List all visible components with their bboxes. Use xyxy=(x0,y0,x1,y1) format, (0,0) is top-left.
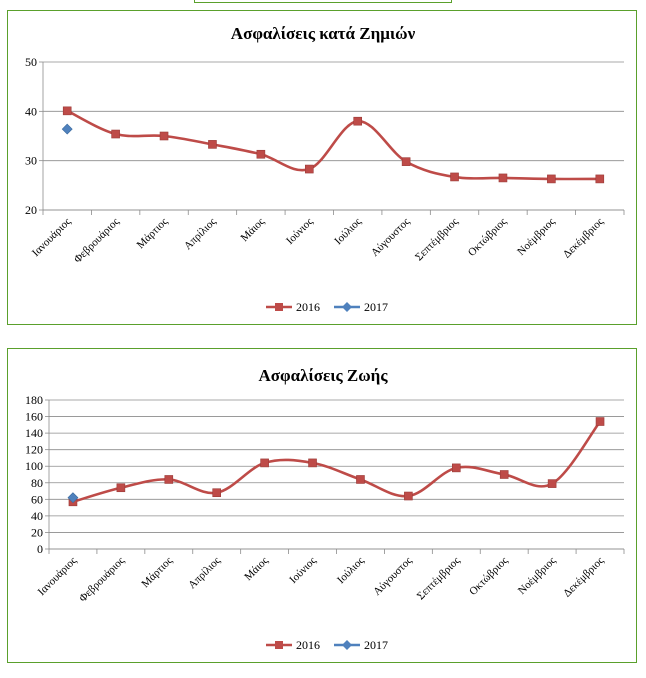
legend-label-2017: 2017 xyxy=(364,300,388,314)
chart-panel-life-insurance: Ασφαλίσεις Ζωής 0 20 40 60 80 100 120 140 160 180 Ι… xyxy=(7,348,637,663)
data-point-2016 xyxy=(164,475,174,484)
y-tick-label: 0 xyxy=(37,542,43,556)
x-category-label: Μάιος xyxy=(238,215,267,244)
x-category-label: Νοέμβριος xyxy=(516,554,559,597)
data-point-2016 xyxy=(499,470,509,479)
x-category-label: Ιούλιος xyxy=(335,554,367,586)
y-tick-label: 50 xyxy=(25,55,37,69)
x-category-label: Μάιος xyxy=(242,554,271,583)
data-point-2017 xyxy=(67,492,79,504)
legend-label-2016: 2016 xyxy=(296,638,320,652)
legend-label-2017: 2017 xyxy=(364,638,388,652)
x-category-label: Φεβρουάριος xyxy=(72,215,122,265)
x-category-label: Ιούλιος xyxy=(332,215,364,247)
legend-marker-2017 xyxy=(342,640,352,650)
data-point-2016 xyxy=(498,173,508,183)
data-point-2016 xyxy=(159,131,169,141)
chart-title: Ασφαλίσεις Ζωής xyxy=(258,366,388,385)
x-category-label: Απρίλιος xyxy=(186,554,223,591)
data-point-2016 xyxy=(450,172,459,182)
legend: 2016 2017 xyxy=(266,638,388,652)
y-tick-label: 120 xyxy=(25,443,43,457)
chart-title: Ασφαλίσεις κατά Ζημιών xyxy=(231,24,416,43)
y-tick-label: 40 xyxy=(31,509,43,523)
top-border-strip xyxy=(194,0,452,3)
chart-svg-life-insurance: Ασφαλίσεις Ζωής 0 20 40 60 80 100 120 140 160 180 Ι… xyxy=(25,366,625,652)
data-point-2016 xyxy=(260,458,269,468)
data-point-2016 xyxy=(547,174,556,184)
data-point-2016 xyxy=(547,479,557,488)
data-point-2017 xyxy=(61,123,73,135)
data-point-2016 xyxy=(116,483,126,493)
chart-panel-property-insurance: Ασφαλίσεις κατά Ζημιών 20 30 40 50 Ιανουάριος… xyxy=(7,10,637,325)
data-point-2016 xyxy=(308,458,317,468)
x-category-label: Οκτώβριος xyxy=(467,554,511,598)
y-tick-label: 100 xyxy=(25,459,43,473)
data-point-2016 xyxy=(401,157,411,166)
y-tick-label: 60 xyxy=(31,492,43,506)
legend-marker-2016 xyxy=(275,303,283,311)
y-tick-label: 30 xyxy=(25,154,37,168)
y-tick-label: 140 xyxy=(25,426,43,440)
x-category-label: Φεβρουάριος xyxy=(77,554,127,604)
data-point-2016 xyxy=(111,129,120,139)
x-category-label: Δεκέμβριος xyxy=(561,554,606,599)
legend-marker-2016 xyxy=(275,641,283,649)
x-category-label: Νοέμβριος xyxy=(515,215,558,258)
data-point-2016 xyxy=(595,174,605,184)
series-line-2016 xyxy=(72,420,602,504)
data-point-2016 xyxy=(404,491,413,501)
series-line-2016 xyxy=(66,109,600,181)
x-category-label: Σεπτέμβριος xyxy=(413,215,461,263)
data-point-2016 xyxy=(353,116,363,126)
data-point-2016 xyxy=(451,463,461,473)
data-point-2016 xyxy=(595,417,605,426)
x-category-label: Αύγουστος xyxy=(371,554,415,598)
x-category-label: Οκτώβριος xyxy=(466,215,510,259)
x-category-label: Μάρτιος xyxy=(139,554,175,590)
legend-label-2016: 2016 xyxy=(296,300,320,314)
x-category-label: Σεπτέμβριος xyxy=(415,554,463,602)
x-category-label: Ιούνιος xyxy=(284,215,316,247)
x-category-label: Ιανουάριος xyxy=(30,215,74,259)
x-category-label: Δεκέμβριος xyxy=(561,215,606,260)
chart-svg-property-insurance: Ασφαλίσεις κατά Ζημιών 20 30 40 50 Ιανουάριος… xyxy=(25,24,625,314)
y-tick-label: 160 xyxy=(25,410,43,424)
y-tick-label: 40 xyxy=(25,104,37,118)
y-tick-label: 20 xyxy=(25,203,37,217)
data-point-2016 xyxy=(304,164,314,174)
x-category-label: Ιανουάριος xyxy=(36,554,80,598)
x-category-label: Απρίλιος xyxy=(182,215,219,252)
data-point-2016 xyxy=(212,488,222,498)
data-point-2016 xyxy=(208,140,217,149)
x-category-label: Αύγουστος xyxy=(369,215,413,259)
y-tick-label: 180 xyxy=(25,393,43,407)
y-tick-label: 20 xyxy=(31,525,43,539)
legend-marker-2017 xyxy=(342,302,352,312)
data-point-2016 xyxy=(256,149,266,159)
y-tick-label: 80 xyxy=(31,476,43,490)
data-point-2016 xyxy=(356,475,365,484)
x-category-label: Ιούνιος xyxy=(287,554,319,586)
data-point-2016 xyxy=(62,106,72,116)
legend: 2016 2017 xyxy=(266,300,388,314)
x-category-label: Μάρτιος xyxy=(135,215,171,251)
